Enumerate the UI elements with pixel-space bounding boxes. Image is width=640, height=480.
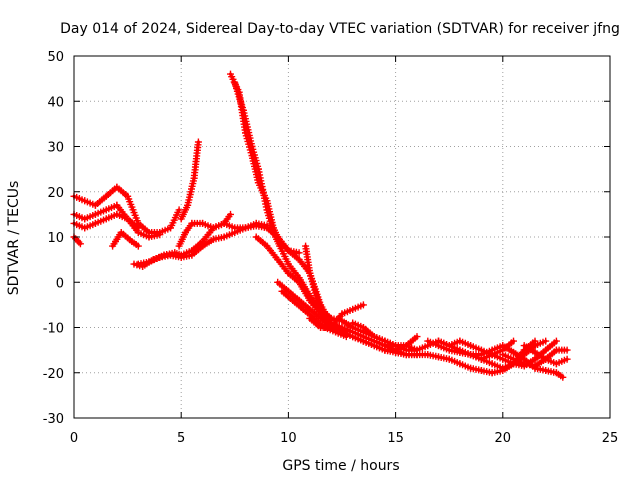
data-point: [227, 210, 234, 218]
y-tick-label: 40: [47, 95, 64, 110]
series-s11: [231, 79, 400, 350]
axis-ticks: [73, 55, 611, 419]
data-point: [156, 231, 164, 239]
y-tick-label: 50: [47, 50, 64, 65]
series-s16: [306, 301, 367, 331]
data-point: [510, 337, 517, 345]
data-point: [76, 240, 84, 248]
y-tick-label: 0: [56, 276, 64, 291]
y-tick-label: -20: [43, 367, 64, 382]
x-tick-label: 10: [280, 431, 297, 446]
data-point: [134, 242, 142, 250]
y-tick-label: 10: [47, 231, 64, 246]
series-s1: [70, 183, 183, 236]
y-tick-label: 20: [47, 186, 64, 201]
data-point: [342, 328, 350, 336]
x-tick-label: 25: [602, 431, 619, 446]
data-point: [552, 337, 560, 345]
x-tick-label: 0: [70, 431, 78, 446]
y-tick-label: 30: [47, 141, 64, 156]
chart-title: Day 014 of 2024, Sidereal Day-to-day VTE…: [60, 21, 620, 37]
series-s2: [70, 201, 164, 241]
x-tick-label: 15: [387, 431, 404, 446]
data-series-group: [70, 70, 571, 381]
series-s14: [278, 287, 350, 341]
data-point: [194, 138, 202, 146]
data-point: [563, 355, 571, 363]
data-point: [542, 337, 550, 345]
y-axis-label: SDTVAR / TECUs: [6, 181, 22, 296]
x-tick-labels: 0 5 10 15 20 25: [70, 431, 618, 446]
series-s15: [302, 242, 350, 336]
data-point: [559, 373, 567, 381]
x-tick-label: 20: [495, 431, 512, 446]
data-point: [134, 224, 142, 232]
series-s8: [175, 210, 234, 250]
series-s4: [70, 233, 84, 248]
data-point: [413, 333, 421, 341]
series-s3: [70, 210, 142, 232]
y-tick-label: -30: [43, 412, 64, 427]
data-point: [359, 301, 367, 309]
data-point: [295, 249, 303, 257]
y-tick-labels: -30 -20 -10 0 10 20 30 40 50: [43, 50, 64, 427]
x-axis-label: GPS time / hours: [282, 458, 399, 474]
series-s9: [177, 138, 202, 223]
series-s5: [109, 229, 142, 250]
data-point: [563, 346, 571, 354]
data-point: [175, 206, 183, 214]
series-s23: [467, 337, 550, 372]
series-line: [254, 235, 419, 357]
series-s25: [520, 342, 571, 368]
y-tick-label: -10: [43, 322, 64, 337]
x-tick-label: 5: [177, 431, 185, 446]
